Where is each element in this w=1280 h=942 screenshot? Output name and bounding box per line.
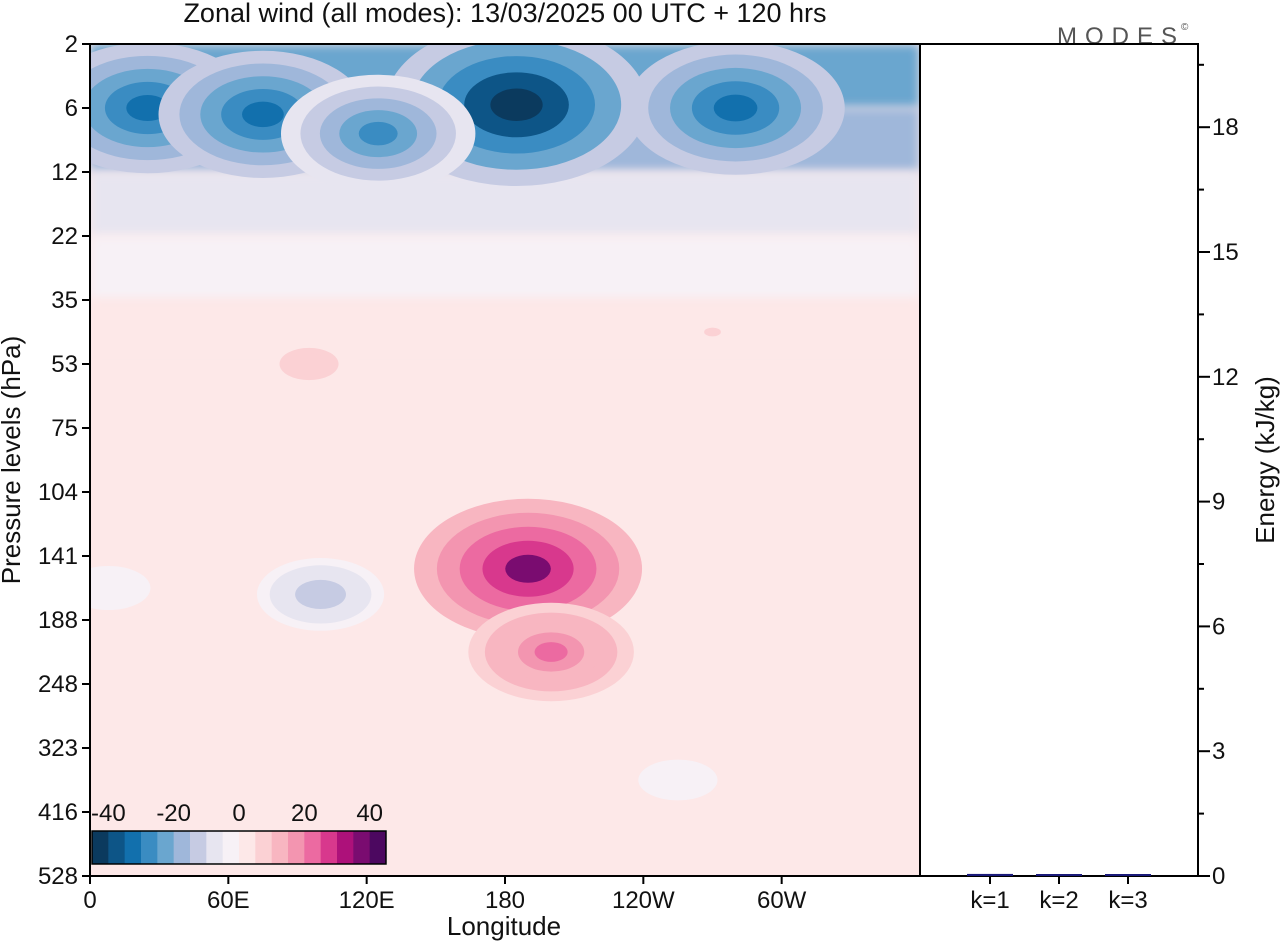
wind-feature-8-level-4 xyxy=(704,327,721,337)
colorbar-swatch xyxy=(320,831,338,864)
wind-feature-1-level-4 xyxy=(126,94,169,122)
colorbar-swatch xyxy=(271,831,289,864)
energy-bar-k=3 xyxy=(1105,874,1151,876)
y-tick-label: 248 xyxy=(38,671,78,698)
logo-mark: © xyxy=(1181,22,1189,33)
wind-feature-4-level-4 xyxy=(358,121,398,146)
energy-axis-label: Energy (kJ/kg) xyxy=(1250,376,1280,544)
energy-category-label: k=3 xyxy=(1108,887,1147,914)
energy-tick-label: 18 xyxy=(1212,114,1239,141)
y-tick-label: 35 xyxy=(51,287,78,314)
colorbar-tick-label: -40 xyxy=(91,800,126,827)
wind-feature-9-level-4 xyxy=(307,587,334,602)
y-tick-label: 323 xyxy=(38,735,78,762)
y-tick-label: 416 xyxy=(38,799,78,826)
tropopause-band xyxy=(90,236,920,300)
energy-tick-label: 0 xyxy=(1212,863,1225,890)
energy-bar-k=2 xyxy=(1036,874,1082,876)
colorbar-swatch xyxy=(206,831,224,864)
energy-panel-border xyxy=(919,43,1199,877)
colorbar-swatch xyxy=(255,831,273,864)
wind-feature-11-level-4 xyxy=(100,583,117,593)
y-tick-label: 22 xyxy=(51,223,78,250)
colorbar-swatch xyxy=(190,831,207,864)
colorbar-tick-label: 0 xyxy=(232,800,245,827)
x-tick-label: 120W xyxy=(612,887,675,914)
energy-panel: 0 3 6 9 12 15 18 k=1 k=2 k=3 xyxy=(919,43,1239,914)
x-tick-label: 60E xyxy=(207,887,250,914)
y-tick-label: 2 xyxy=(65,31,78,58)
y-tick-label: 53 xyxy=(51,351,78,378)
wind-feature-3-level-4 xyxy=(713,94,758,122)
energy-category-label: k=2 xyxy=(1039,887,1078,914)
colorbar-swatch xyxy=(173,831,191,864)
x-tick-label: 0 xyxy=(83,887,96,914)
energy-tick-label: 9 xyxy=(1212,489,1225,516)
colorbar-swatch xyxy=(141,831,158,864)
y-tick-label: 188 xyxy=(38,607,78,634)
colorbar-swatch xyxy=(92,831,109,864)
colorbar-tick-label: 40 xyxy=(356,800,383,827)
energy-tick-label: 12 xyxy=(1212,364,1239,391)
energy-tick-label: 15 xyxy=(1212,239,1239,266)
energy-bar-k=1 xyxy=(967,873,1013,876)
colorbar-swatch xyxy=(337,831,354,864)
y-tick-label: 6 xyxy=(65,95,78,122)
energy-tick-label: 6 xyxy=(1212,613,1225,640)
colorbar-swatch xyxy=(353,831,371,864)
y-axis-label: Pressure levels (hPa) xyxy=(0,336,26,585)
lower-stratosphere-band xyxy=(90,300,920,364)
wind-feature-0-level-4 xyxy=(490,88,543,122)
x-axis-label: Longitude xyxy=(447,911,561,941)
x-tick-label: 180 xyxy=(485,887,525,914)
wind-feature-2-level-4 xyxy=(242,101,284,128)
y-tick-label: 104 xyxy=(38,479,78,506)
colorbar-swatch xyxy=(157,831,175,864)
y-tick-label: 12 xyxy=(51,159,78,186)
x-tick-label: 60W xyxy=(757,887,807,914)
wind-feature-5-level-4 xyxy=(505,554,551,583)
colorbar-swatch xyxy=(222,831,240,864)
wind-feature-7-level-4 xyxy=(299,358,319,370)
wind-feature-6-level-4 xyxy=(534,642,568,662)
chart-title: Zonal wind (all modes): 13/03/2025 00 UT… xyxy=(183,0,826,28)
colorbar-tick-label: 20 xyxy=(291,800,318,827)
energy-category-label: k=1 xyxy=(970,887,1009,914)
colorbar-swatch xyxy=(239,831,256,864)
y-tick-label: 75 xyxy=(51,415,78,442)
longitude-axis: 0 60E 120E 180 120W 60W xyxy=(83,876,807,914)
colorbar-swatch xyxy=(124,831,142,864)
pressure-axis: 2 6 12 22 35 53 75 104 141 188 248 323 416 528 xyxy=(38,31,90,890)
wind-feature-10-level-4 xyxy=(669,775,686,785)
colorbar-tick-label: -20 xyxy=(156,800,191,827)
y-tick-label: 141 xyxy=(38,543,78,570)
y-tick-label: 528 xyxy=(38,863,78,890)
colorbar: -40 -20 0 20 40 xyxy=(91,800,387,865)
colorbar-swatch xyxy=(369,831,387,864)
x-tick-label: 120E xyxy=(339,887,395,914)
wind-heatmap xyxy=(90,44,920,876)
colorbar-swatch xyxy=(108,831,126,864)
energy-tick-label: 3 xyxy=(1212,738,1225,765)
colorbar-swatch xyxy=(304,831,322,864)
colorbar-swatch xyxy=(288,831,305,864)
colorbar-border xyxy=(91,830,387,865)
